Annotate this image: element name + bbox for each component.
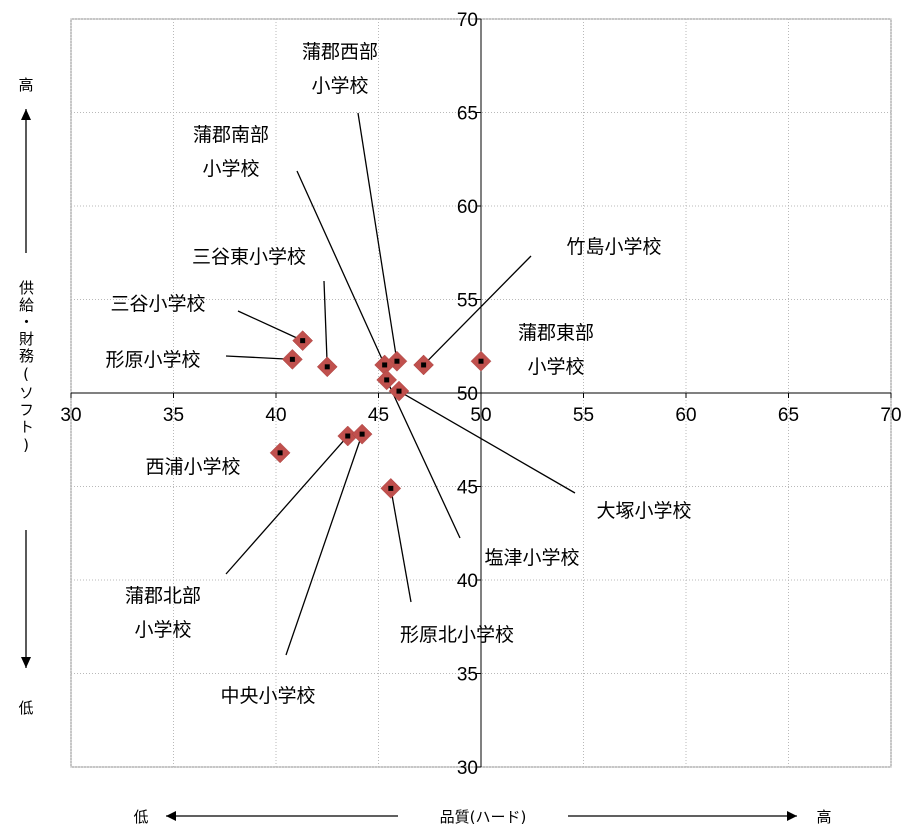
leader-line: [390, 488, 412, 603]
point-label-line: 大塚小学校: [596, 500, 691, 522]
point-center-dot: [396, 388, 402, 394]
x-axis-high-label: 高: [816, 808, 831, 826]
point-label-line: 形原小学校: [105, 349, 200, 371]
point-center-dot: [388, 485, 394, 491]
x-axis-title: 品質(ハード): [440, 808, 527, 826]
point-label: 蒲郡東部小学校: [518, 322, 594, 378]
y-axis-high-label: 高: [18, 76, 33, 94]
x-axis-right-arrow: [568, 811, 797, 821]
leader-lines: [225, 112, 576, 656]
point-label-line: 三谷東小学校: [192, 246, 306, 268]
point-center-dot: [359, 431, 365, 437]
x-tick-label: 50: [470, 405, 491, 426]
y-tick-label: 70: [457, 10, 478, 31]
point-label: 中央小学校: [220, 685, 315, 707]
point-label-line: 西浦小学校: [145, 456, 240, 478]
point-label: 三谷小学校: [110, 293, 205, 315]
point-label-line: 小学校: [202, 158, 259, 180]
y-tick-label: 50: [457, 384, 478, 405]
leader-line: [225, 355, 293, 360]
leader-line: [357, 112, 398, 362]
point-label-line: 蒲郡東部: [518, 322, 594, 344]
x-axis-left-arrow: [166, 811, 398, 821]
point-label-line: 小学校: [311, 75, 368, 97]
point-center-dot: [289, 356, 295, 362]
y-axis-low-label: 低: [18, 699, 33, 717]
point-label: 蒲郡西部小学校: [302, 41, 378, 97]
y-tick-label: 45: [457, 478, 478, 499]
x-tick-label: 40: [265, 405, 286, 426]
y-tick-label: 35: [457, 665, 478, 686]
point-center-dot: [384, 377, 390, 383]
y-tick-label: 55: [457, 291, 478, 312]
leader-line: [225, 435, 349, 575]
point-center-dot: [382, 362, 388, 368]
point-label: 三谷東小学校: [192, 246, 306, 268]
y-tick-label: 65: [457, 104, 478, 125]
point-label: 形原北小学校: [400, 624, 514, 646]
point-label-line: 竹島小学校: [566, 236, 661, 258]
point-label: 蒲郡北部小学校: [125, 585, 201, 641]
point-label-line: 小学校: [134, 619, 191, 641]
point-label: 竹島小学校: [566, 236, 661, 258]
point-label: 西浦小学校: [145, 456, 240, 478]
point-label: 蒲郡南部小学校: [193, 124, 269, 180]
point-label-line: 蒲郡北部: [125, 585, 201, 607]
x-tick-label: 70: [880, 405, 901, 426]
point-center-dot: [421, 362, 427, 368]
point-center-dot: [324, 364, 330, 370]
callout-labels: 蒲郡西部小学校蒲郡南部小学校竹島小学校蒲郡東部小学校三谷東小学校三谷小学校形原小…: [105, 41, 691, 707]
point-label-line: 中央小学校: [220, 685, 315, 707]
x-tick-label: 65: [778, 405, 799, 426]
leader-line: [323, 280, 328, 367]
point-center-dot: [345, 433, 351, 439]
point-label: 大塚小学校: [596, 500, 691, 522]
x-tick-label: 55: [573, 405, 594, 426]
point-label: 形原小学校: [105, 349, 200, 371]
point-center-dot: [300, 338, 306, 344]
point-label-line: 小学校: [527, 356, 584, 378]
point-label-line: 蒲郡南部: [193, 124, 269, 146]
point-label-line: 塩津小学校: [484, 547, 579, 569]
point-center-dot: [277, 450, 283, 456]
y-axis-up-arrow: [21, 109, 31, 253]
x-tick-label: 35: [163, 405, 184, 426]
point-label-line: 形原北小学校: [400, 624, 514, 646]
data-points: [269, 330, 492, 499]
point-label-line: 蒲郡西部: [302, 41, 378, 63]
leader-line: [296, 170, 386, 366]
y-tick-label: 40: [457, 571, 478, 592]
x-tick-label: 60: [675, 405, 696, 426]
point-center-dot: [394, 358, 400, 364]
y-axis-down-arrow: [21, 530, 31, 668]
leader-line: [398, 390, 576, 494]
leader-line: [386, 379, 461, 539]
leader-line: [237, 310, 303, 342]
leader-line: [423, 255, 532, 366]
y-axis-title: 供給・財務(ソフト): [17, 280, 35, 456]
axes: [70, 18, 892, 768]
leader-line: [285, 433, 363, 656]
point-center-dot: [478, 358, 484, 364]
x-tick-label: 30: [60, 405, 81, 426]
x-axis-low-label: 低: [133, 808, 148, 826]
point-label-line: 三谷小学校: [110, 293, 205, 315]
y-tick-label: 60: [457, 197, 478, 218]
x-tick-label: 45: [368, 405, 389, 426]
y-tick-label: 30: [457, 758, 478, 779]
tick-labels: 30 35 40 45 50 55 60 65 70 30 35 40 45 50 55 60 65 70: [60, 10, 901, 779]
point-label: 塩津小学校: [484, 547, 579, 569]
